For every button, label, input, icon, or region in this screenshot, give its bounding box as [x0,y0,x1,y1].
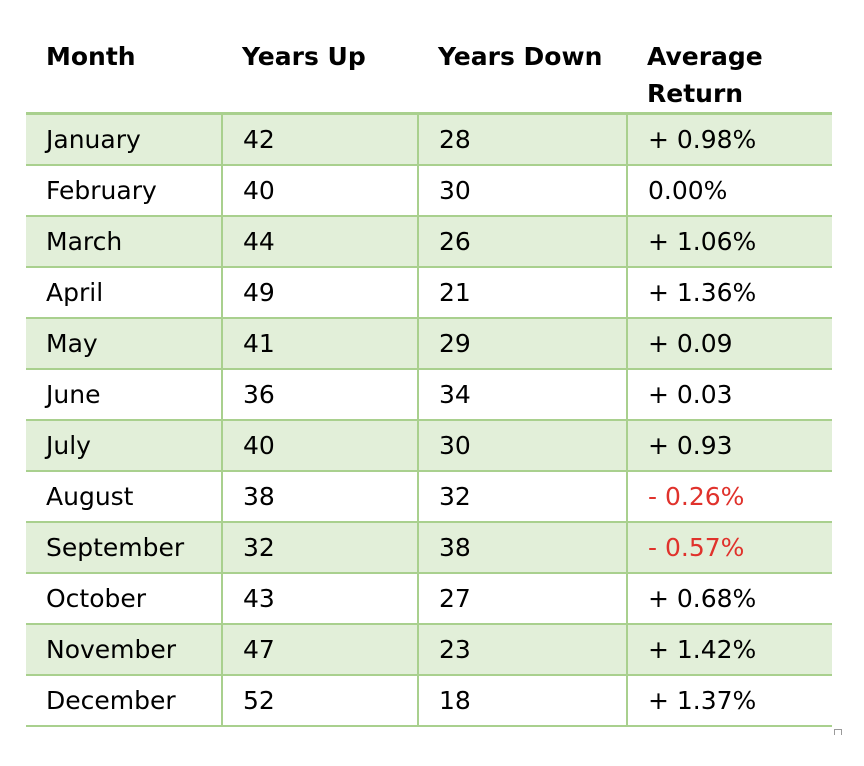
header-average-return: Average Return [627,36,832,115]
cell-average-return: 0.00% [626,164,832,217]
cell-month: November [26,623,222,676]
header-row: Month Years Up Years Down Average Return [26,36,832,115]
cell-month: December [26,674,222,727]
cell-average-return: + 0.68% [626,572,832,625]
header-month: Month [26,36,222,115]
cell-month: February [26,164,222,217]
cell-average-return: + 0.09 [626,317,832,370]
cell-month: June [26,368,222,421]
cell-years-up: 42 [221,113,418,166]
cell-years-down: 23 [417,623,627,676]
cell-years-up: 47 [221,623,418,676]
cell-years-down: 27 [417,572,627,625]
cell-average-return: + 0.93 [626,419,832,472]
cell-years-down: 18 [417,674,627,727]
cell-average-return: - 0.57% [626,521,832,574]
cell-month: July [26,419,222,472]
header-years-down: Years Down [418,36,627,115]
cell-years-down: 32 [417,470,627,523]
table-resize-handle[interactable] [834,729,842,735]
cell-average-return: + 1.36% [626,266,832,319]
cell-years-down: 34 [417,368,627,421]
cell-years-up: 44 [221,215,418,268]
cell-years-down: 28 [417,113,627,166]
table-header: Month Years Up Years Down Average Return [26,36,832,115]
cell-average-return: + 1.37% [626,674,832,727]
table-row: September 32 38- 0.57% [26,521,832,574]
table-row: July 40 30 + 0.93 [26,419,832,472]
table-row: June 36 34 + 0.03 [26,368,832,421]
cell-month: April [26,266,222,319]
cell-years-up: 32 [221,521,418,574]
table-row: February 40 30 0.00% [26,164,832,217]
cell-years-up: 40 [221,164,418,217]
cell-years-down: 38 [417,521,627,574]
cell-month: August [26,470,222,523]
cell-years-up: 52 [221,674,418,727]
monthly-returns-table: Month Years Up Years Down Average Return… [26,36,832,727]
cell-average-return: + 0.03 [626,368,832,421]
cell-average-return: + 1.42% [626,623,832,676]
cell-average-return: + 0.98% [626,113,832,166]
cell-years-up: 49 [221,266,418,319]
table-body: January 42 28 + 0.98% February 40 30 0.00% March… [26,113,832,727]
cell-years-up: 43 [221,572,418,625]
table-row: August 38 32- 0.26% [26,470,832,523]
table-row: April 49 21 + 1.36% [26,266,832,319]
cell-years-down: 29 [417,317,627,370]
cell-years-up: 40 [221,419,418,472]
cell-years-up: 41 [221,317,418,370]
returns-table-container: Month Years Up Years Down Average Return… [26,36,832,727]
table-row: May 41 29 + 0.09 [26,317,832,370]
cell-years-down: 30 [417,419,627,472]
cell-years-down: 26 [417,215,627,268]
cell-month: January [26,113,222,166]
cell-years-down: 21 [417,266,627,319]
table-row: November 47 23 + 1.42% [26,623,832,676]
cell-average-return: + 1.06% [626,215,832,268]
table-row: January 42 28 + 0.98% [26,113,832,166]
cell-years-up: 36 [221,368,418,421]
table-row: December 52 18 + 1.37% [26,674,832,727]
table-row: March 44 26 + 1.06% [26,215,832,268]
table-row: October 43 27 + 0.68% [26,572,832,625]
header-years-up: Years Up [222,36,418,115]
cell-month: October [26,572,222,625]
cell-month: September [26,521,222,574]
cell-month: May [26,317,222,370]
cell-month: March [26,215,222,268]
cell-average-return: - 0.26% [626,470,832,523]
cell-years-down: 30 [417,164,627,217]
cell-years-up: 38 [221,470,418,523]
